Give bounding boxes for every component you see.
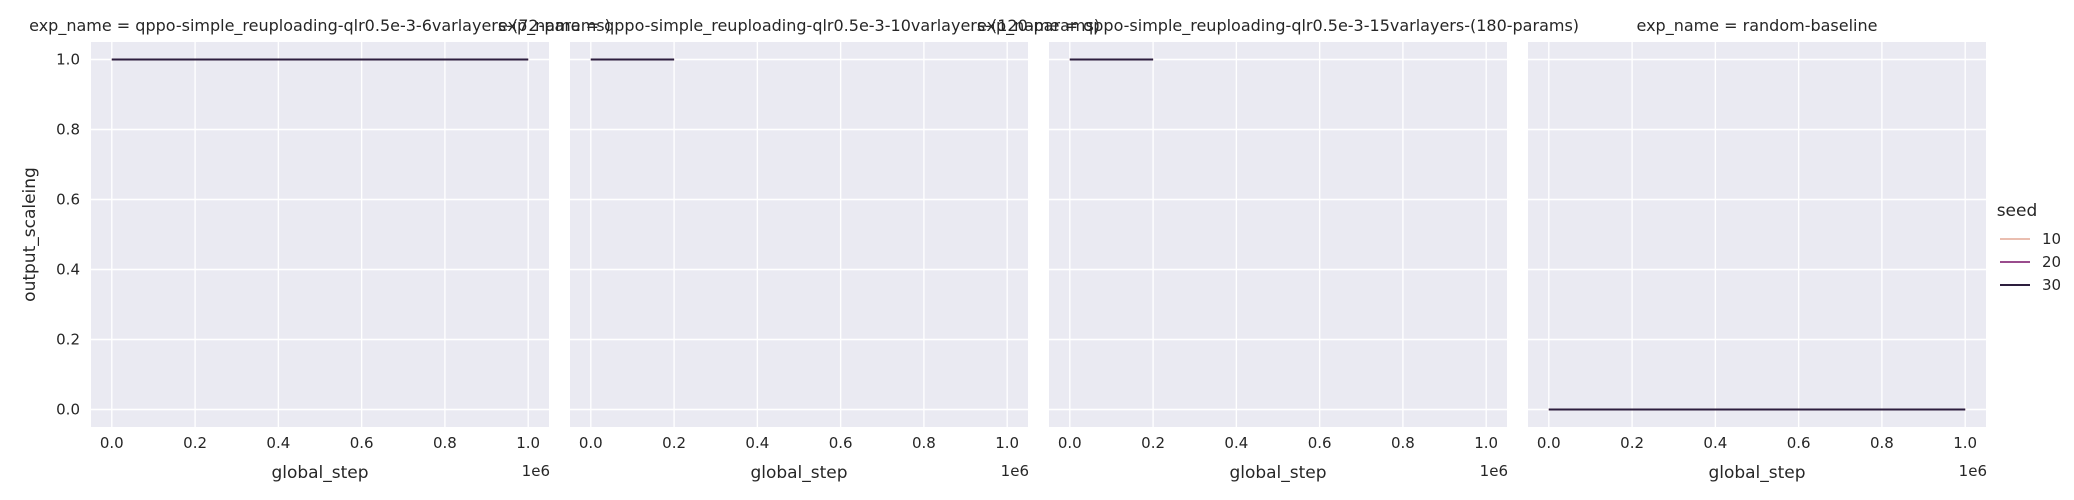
x-tick-label: 0.4 <box>745 434 769 452</box>
x-tick-label: 0.2 <box>662 434 686 452</box>
x-tick-label: 0.4 <box>1224 434 1248 452</box>
x-offset-label: 1e6 <box>1480 462 1508 480</box>
panel-title: exp_name = qppo-simple_reuploading-qlr0.… <box>29 16 611 36</box>
plot-area <box>1528 42 1986 427</box>
y-tick-label: 0.4 <box>56 261 80 279</box>
y-axis-label: output_scaleing <box>20 167 40 302</box>
x-axis-label: global_step <box>1708 463 1805 483</box>
plot-area <box>91 42 549 427</box>
x-tick-label: 0.8 <box>912 434 936 452</box>
y-tick-label: 0.8 <box>56 121 80 139</box>
x-axis-label: global_step <box>271 463 368 483</box>
x-tick-label: 1.0 <box>1953 434 1977 452</box>
x-offset-label: 1e6 <box>1001 462 1029 480</box>
x-tick-label: 0.0 <box>579 434 603 452</box>
y-tick-label: 0.2 <box>56 331 80 349</box>
x-axis-label: global_step <box>1229 463 1326 483</box>
x-tick-label: 0.8 <box>433 434 457 452</box>
legend-label: 20 <box>2042 253 2061 271</box>
panel-title: exp_name = qppo-simple_reuploading-qlr0.… <box>498 16 1100 36</box>
legend-label: 10 <box>2042 230 2061 248</box>
panel-title: exp_name = qppo-simple_reuploading-qlr0.… <box>977 16 1579 36</box>
x-tick-label: 1.0 <box>1474 434 1498 452</box>
x-tick-label: 0.4 <box>266 434 290 452</box>
x-tick-label: 0.8 <box>1870 434 1894 452</box>
x-tick-label: 0.0 <box>1537 434 1561 452</box>
y-tick-label: 0.6 <box>56 191 80 209</box>
x-tick-label: 0.6 <box>1308 434 1332 452</box>
x-tick-label: 0.6 <box>829 434 853 452</box>
plot-area <box>1049 42 1507 427</box>
legend-label: 30 <box>2042 276 2061 294</box>
plot-area <box>570 42 1028 427</box>
x-tick-label: 0.2 <box>1141 434 1165 452</box>
y-tick-label: 0.0 <box>56 401 80 419</box>
x-offset-label: 1e6 <box>522 462 550 480</box>
x-tick-label: 0.2 <box>183 434 207 452</box>
x-tick-label: 0.6 <box>350 434 374 452</box>
x-tick-label: 1.0 <box>516 434 540 452</box>
y-tick-label: 1.0 <box>56 51 80 69</box>
x-tick-label: 0.2 <box>1620 434 1644 452</box>
x-tick-label: 0.4 <box>1703 434 1727 452</box>
x-offset-label: 1e6 <box>1959 462 1987 480</box>
legend-title: seed <box>1997 201 2038 221</box>
x-tick-label: 0.0 <box>1058 434 1082 452</box>
x-tick-label: 0.6 <box>1787 434 1811 452</box>
x-tick-label: 1.0 <box>995 434 1019 452</box>
x-axis-label: global_step <box>750 463 847 483</box>
panel-title: exp_name = random-baseline <box>1637 16 1878 36</box>
x-tick-label: 0.0 <box>100 434 124 452</box>
x-tick-label: 0.8 <box>1391 434 1415 452</box>
